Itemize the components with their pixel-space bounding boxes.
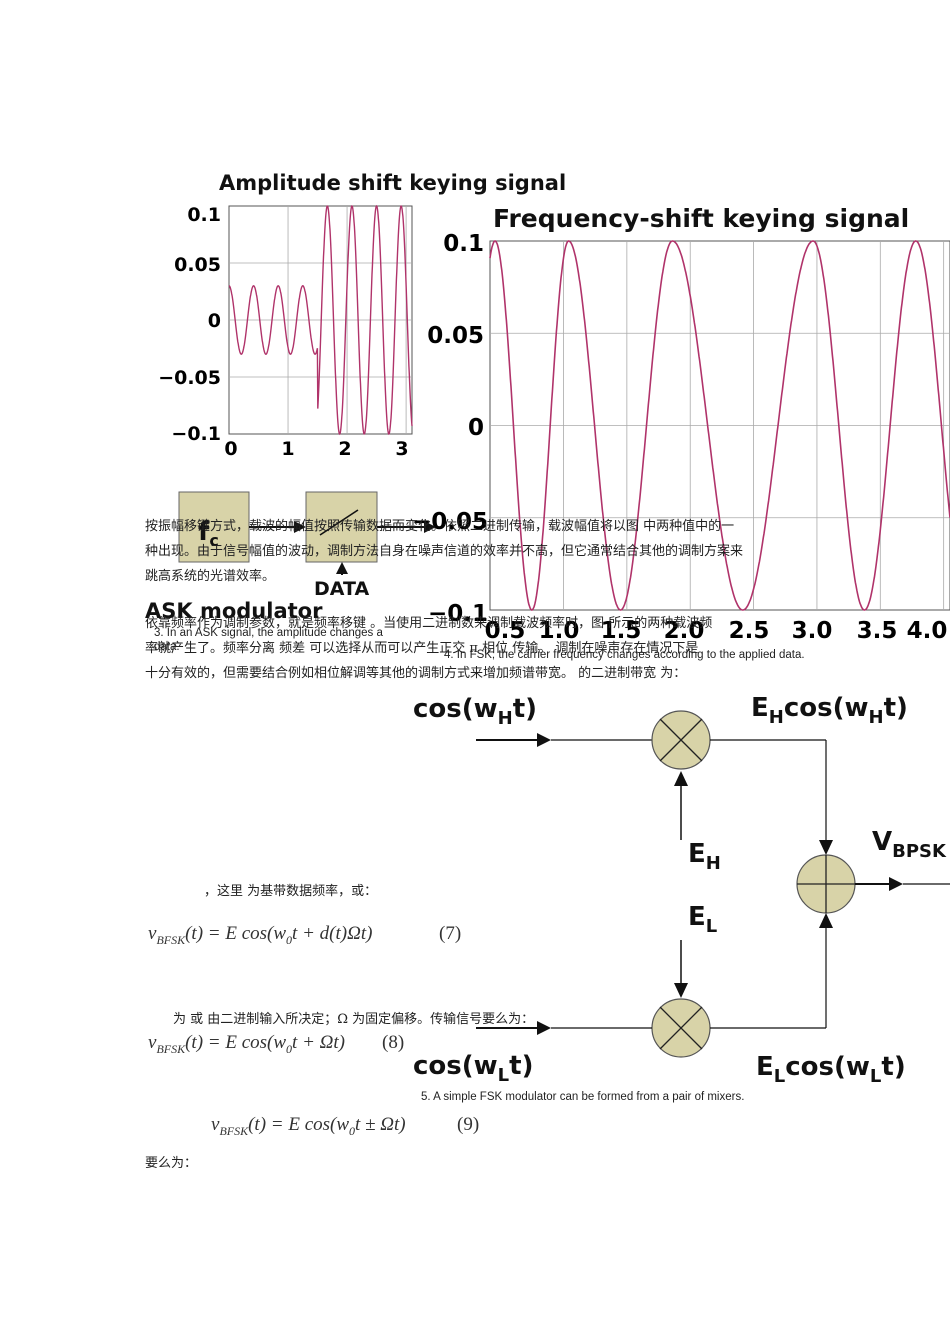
fsk-y-tick: 0.05 bbox=[427, 323, 484, 349]
el-label: EL bbox=[688, 902, 717, 937]
carrier-block bbox=[178, 491, 250, 563]
vout-label: VBPSK bbox=[872, 827, 947, 862]
caption-fig4: 4. In FSK, the carrier frequency changes… bbox=[444, 649, 805, 661]
switch-block bbox=[305, 491, 378, 563]
eh-label: EH bbox=[688, 839, 721, 874]
fsk-series-line bbox=[489, 240, 950, 611]
equation-9-number: (9) bbox=[457, 1114, 480, 1135]
ask-y-ticks: 0.1 0.05 0 −0.05 −0.1 bbox=[158, 204, 221, 445]
equation-9: vBFSK(t) = E cos(w0t ± Ωt) bbox=[211, 1114, 406, 1138]
fsk-x-tick: 2.0 bbox=[664, 618, 705, 644]
ask-chart: Amplitude shift keying signal 0.1 0.05 0… bbox=[158, 171, 566, 460]
fsk-y-tick: 0 bbox=[468, 415, 484, 441]
ask-x-tick: 0 bbox=[224, 438, 237, 460]
input-h-label: cos(wHt) bbox=[413, 694, 537, 729]
arrow-head-icon bbox=[819, 913, 833, 928]
ask-y-tick: 0 bbox=[208, 310, 221, 332]
switch-icon bbox=[319, 509, 359, 536]
paragraph-ask-line2: 种出现。由于信号幅值的波动，调制方法自身在噪声信道的效率并不高，但它通常结合其他… bbox=[145, 544, 744, 559]
ask-y-tick: 0.1 bbox=[187, 204, 221, 226]
fsk-y-tick: 0.1 bbox=[443, 231, 484, 257]
caption-fig3-cont: data. bbox=[154, 641, 180, 653]
ask-chart-title: Amplitude shift keying signal bbox=[219, 171, 566, 195]
paragraph-fsk-line2: 率就产生了。频率分离 频差 可以选择从而可以产生正交 π 相位 传输。 调制在噪… bbox=[145, 641, 699, 656]
output-l-label: ELcos(wLt) bbox=[756, 1052, 906, 1087]
arrow-head-icon bbox=[537, 1021, 551, 1035]
arrow-head-icon bbox=[674, 771, 688, 786]
input-l-label: cos(wLt) bbox=[413, 1051, 533, 1086]
paragraph-ask-line1: 按振幅移键方式，载波的幅值按照传输数据而变化。依照二进制传输，载波幅值将以图 中… bbox=[145, 519, 735, 534]
ask-x-tick: 2 bbox=[338, 438, 351, 460]
ask-modulator-diagram: fc DATA ASK modulator bbox=[145, 491, 436, 623]
fsk-y-ticks: 0.1 0.05 0 −0.05 −0.1 bbox=[412, 231, 488, 627]
fsk-x-ticks: 0.5 1.0 1.5 2.0 2.5 3.0 3.5 4.0 bbox=[485, 618, 948, 644]
ask-modulator-title: ASK modulator bbox=[145, 599, 323, 623]
equation-7-number: (7) bbox=[439, 923, 462, 944]
fsk-modulator-diagram: cos(wHt) EHcos(wHt) EH VBPSK EL bbox=[413, 693, 950, 1087]
fsk-chart-title: Frequency-shift keying signal bbox=[493, 204, 909, 233]
paragraph-fsk-line1: 依靠频率作为调制参数，就是频率移键 。当使用二进制数来调制载波频率时，图 所示的… bbox=[145, 616, 713, 631]
fsk-x-tick: 3.0 bbox=[792, 618, 833, 644]
carrier-label: fc bbox=[198, 517, 219, 550]
paragraph-or-else: 要么为： bbox=[145, 1156, 198, 1171]
fsk-chart: Frequency-shift keying signal 0.1 0.05 0… bbox=[412, 204, 950, 644]
arrow-head-icon bbox=[889, 877, 903, 891]
output-h-label: EHcos(wHt) bbox=[751, 693, 908, 728]
arrow-head-icon bbox=[336, 562, 348, 574]
fsk-y-tick: −0.1 bbox=[428, 601, 488, 627]
ask-x-tick: 3 bbox=[395, 438, 408, 460]
equation-8: vBFSK(t) = E cos(w0t + Ωt) bbox=[148, 1032, 345, 1056]
data-label: DATA bbox=[314, 578, 369, 600]
fsk-x-tick: 0.5 bbox=[485, 618, 526, 644]
equation-8-number: (8) bbox=[382, 1032, 405, 1053]
equation-7: vBFSK(t) = E cos(w0t + d(t)Ωt) bbox=[148, 923, 373, 947]
ask-y-tick: 0.05 bbox=[174, 254, 221, 276]
ask-y-tick: −0.05 bbox=[158, 367, 221, 389]
caption-fig5: 5. A simple FSK modulator can be formed … bbox=[421, 1091, 745, 1103]
paragraph-bandwidth-note: ，这里 为基带数据频率，或： bbox=[204, 884, 378, 899]
arrow-head-icon bbox=[674, 983, 688, 998]
fsk-x-tick: 2.5 bbox=[729, 618, 770, 644]
paragraph-ask-line3: 跳高系统的光谱效率。 bbox=[145, 569, 276, 584]
fsk-x-tick: 1.5 bbox=[601, 618, 642, 644]
ask-x-tick: 1 bbox=[281, 438, 294, 460]
ask-series-line bbox=[228, 204, 413, 436]
caption-fig3: 3. In an ASK signal, the amplitude chang… bbox=[154, 627, 383, 639]
fsk-x-tick: 1.0 bbox=[539, 618, 580, 644]
paragraph-offset-note: 为 或 由二进制输入所决定；Ω 为固定偏移。传输信号要么为： bbox=[173, 1012, 535, 1027]
ask-x-ticks: 0 1 2 3 bbox=[224, 438, 408, 460]
arrow-head-icon bbox=[819, 840, 833, 855]
fsk-x-tick: 3.5 bbox=[857, 618, 898, 644]
arrow-head-icon bbox=[294, 521, 306, 533]
fsk-x-tick: 4.0 bbox=[907, 618, 948, 644]
arrow-head-icon bbox=[537, 733, 551, 747]
paragraph-fsk-line3: 十分有效的，但需要结合例如相位解调等其他的调制方式来增加频谱带宽。 的二进制带宽… bbox=[145, 666, 687, 681]
ask-y-tick: −0.1 bbox=[171, 423, 221, 445]
ask-grid bbox=[229, 206, 412, 434]
arrow-head-icon bbox=[424, 521, 436, 533]
